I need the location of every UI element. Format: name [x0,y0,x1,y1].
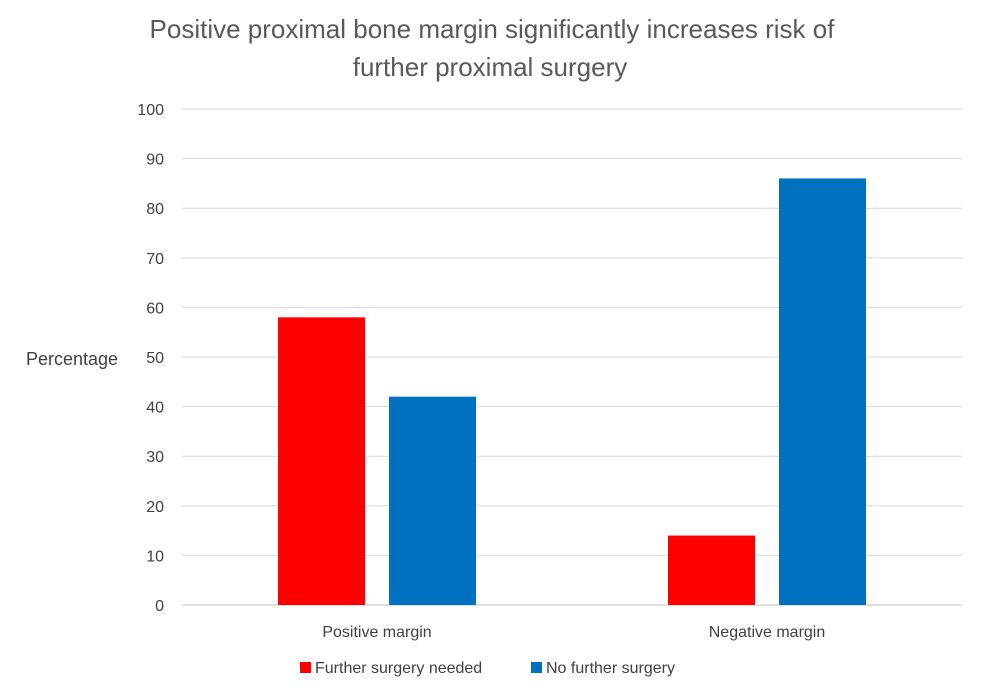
y-tick-label: 100 [137,102,164,119]
chart-title: Positive proximal bone margin significan… [150,14,836,82]
bar-no-further-surgery [779,178,866,605]
y-tick-label: 40 [146,400,164,417]
y-tick-label: 10 [146,548,164,565]
chart-title-line-1: Positive proximal bone margin significan… [150,14,836,44]
legend-label: Further surgery needed [315,660,482,677]
x-category-label: Positive margin [322,624,431,641]
legend: Further surgery needed No further surgery [300,660,675,677]
x-axis-categories: Positive margin Negative margin [322,624,825,641]
y-tick-label: 30 [146,449,164,466]
legend-swatch [300,662,311,673]
y-tick-label: 70 [146,251,164,268]
y-tick-label: 0 [155,598,164,615]
y-tick-label: 20 [146,499,164,516]
bar-further-surgery-needed [278,317,365,605]
y-tick-label: 90 [146,152,164,169]
y-axis-label: Percentage [26,349,118,369]
bar-no-further-surgery [389,396,476,605]
bar-further-surgery-needed [668,535,755,605]
legend-label: No further surgery [546,660,675,677]
x-category-label: Negative margin [709,624,826,641]
y-tick-label: 80 [146,201,164,218]
y-axis-ticks: 0 10 20 30 40 50 60 70 80 90 100 [137,102,164,615]
legend-swatch [531,662,542,673]
bars [278,178,866,605]
y-tick-label: 50 [146,350,164,367]
y-tick-label: 60 [146,300,164,317]
chart-title-line-2: further proximal surgery [353,52,628,82]
